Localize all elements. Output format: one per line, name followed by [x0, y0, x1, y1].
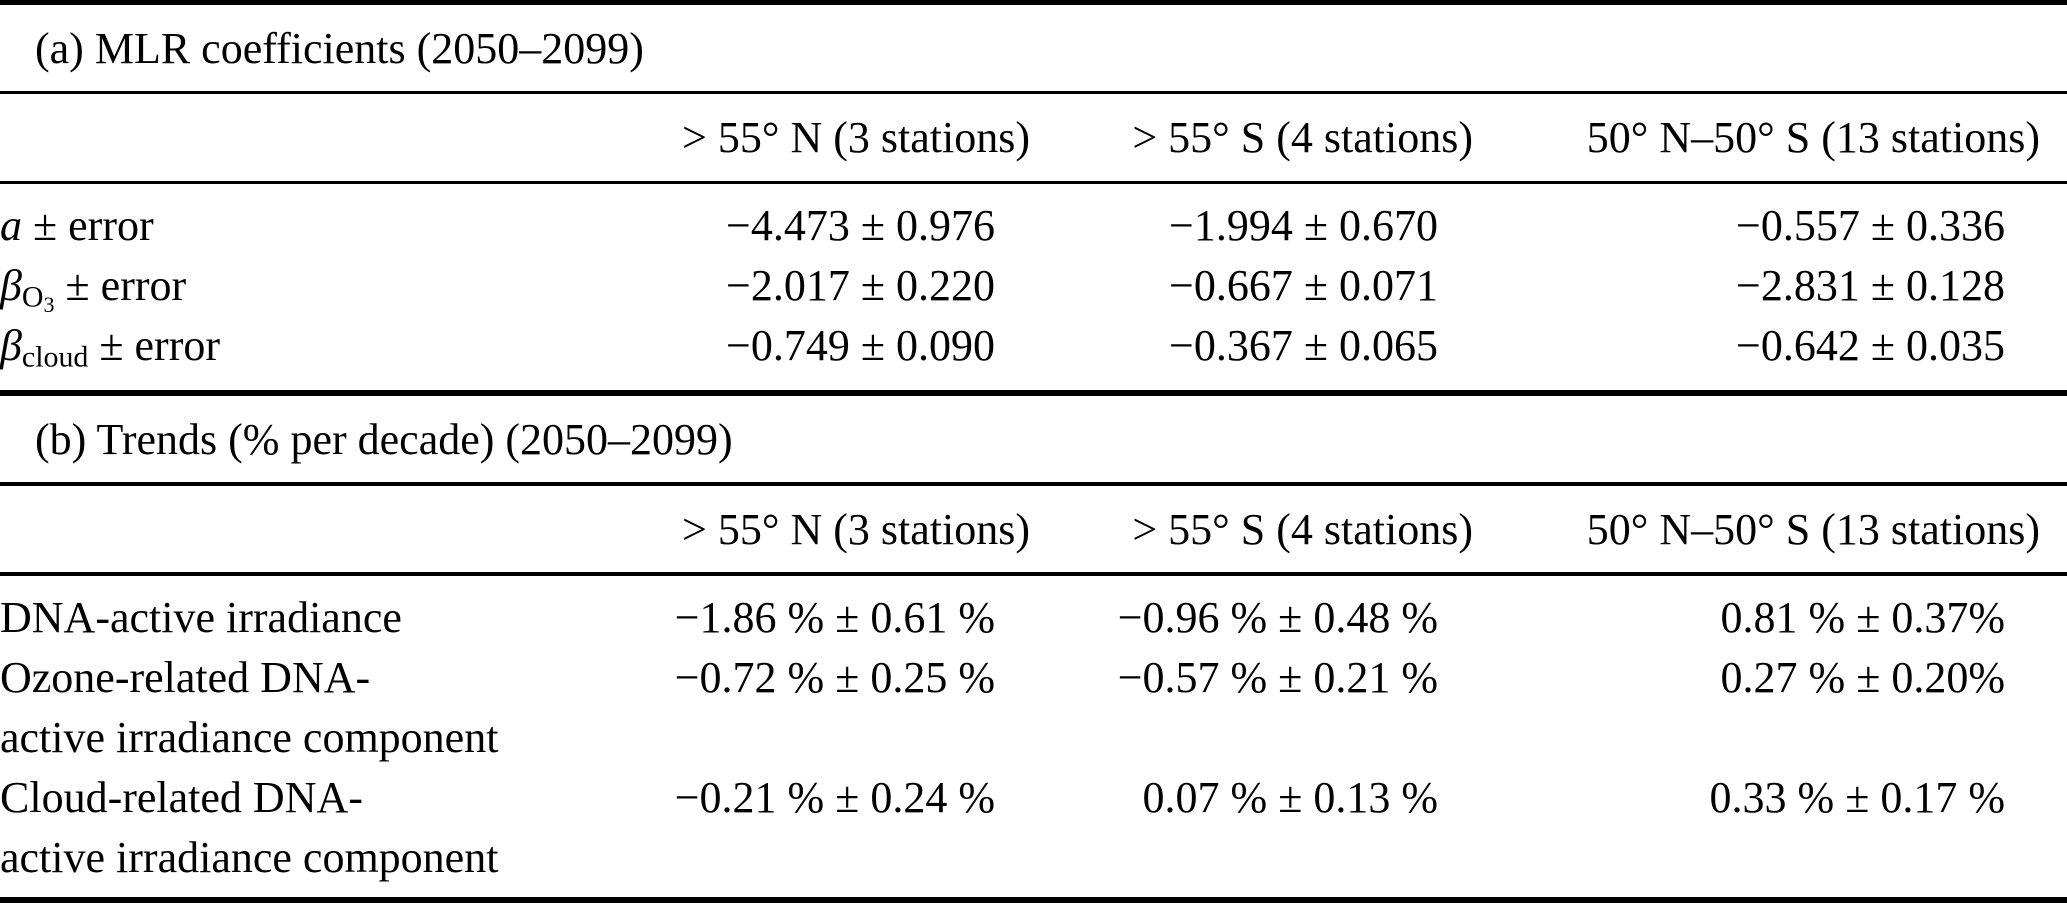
column-header-tropics: 50° N–50° S (13 stations)	[1586, 504, 2040, 554]
row-label-rest: ± error	[88, 321, 221, 370]
value-cell: −0.557 ± 0.336	[1736, 201, 2005, 250]
row-label: βcloud ± error	[0, 316, 560, 376]
table-row-b-cloud-component: Cloud-related DNA-active irradiance comp…	[0, 768, 2067, 888]
section-a-header-row: > 55° N (3 stations) > 55° S (4 stations…	[0, 94, 2067, 181]
row-label-line1: Ozone-related DNA-	[0, 653, 371, 702]
rule-between-sections	[0, 390, 2067, 396]
value-cell: 0.81 % ± 0.37%	[1720, 593, 2005, 642]
value-cell: −0.642 ± 0.035	[1736, 321, 2005, 370]
row-label: a ± error	[0, 196, 560, 256]
value-cell: −0.57 % ± 0.21 %	[1117, 653, 1438, 702]
column-header-tropics: 50° N–50° S (13 stations)	[1586, 113, 2040, 162]
section-b-body: DNA-active irradiance −1.86 % ± 0.61 % −…	[0, 576, 2067, 897]
row-label: Ozone-related DNA-active irradiance comp…	[0, 648, 560, 768]
section-b: (b) Trends (% per decade) (2050–2099) > …	[0, 396, 2067, 897]
value-cell: −1.994 ± 0.670	[1169, 201, 1438, 250]
section-a-title-row: (a) MLR coefficients (2050–2099)	[0, 5, 2067, 91]
row-label: βO3 ± error	[0, 256, 560, 316]
value-cell: −1.86 % ± 0.61 %	[674, 593, 995, 642]
column-header-north: > 55° N (3 stations)	[682, 113, 1030, 162]
section-b-title: (b) Trends (% per decade) (2050–2099)	[35, 414, 733, 464]
value-cell: 0.07 % ± 0.13 %	[1142, 773, 1438, 822]
value-cell: −2.831 ± 0.128	[1736, 261, 2005, 310]
rule-b-under-header	[0, 572, 2067, 576]
section-b-header-row: > 55° N (3 stations) > 55° S (4 stations…	[0, 486, 2067, 572]
value-cell: −4.473 ± 0.976	[726, 201, 995, 250]
section-a-title: (a) MLR coefficients (2050–2099)	[35, 23, 644, 73]
section-a: (a) MLR coefficients (2050–2099) > 55° N…	[0, 5, 2067, 390]
value-cell: −0.367 ± 0.065	[1169, 321, 1438, 370]
value-cell: 0.27 % ± 0.20%	[1720, 653, 2005, 702]
math-variable: a	[0, 201, 22, 250]
section-a-body: a ± error −4.473 ± 0.976 −1.994 ± 0.670 …	[0, 184, 2067, 390]
row-label: DNA-active irradiance	[0, 588, 560, 648]
table-row-b-ozone-component: Ozone-related DNA-active irradiance comp…	[0, 648, 2067, 768]
table-row-b-dna-irradiance: DNA-active irradiance −1.86 % ± 0.61 % −…	[0, 588, 2067, 648]
section-b-title-row: (b) Trends (% per decade) (2050–2099)	[0, 396, 2067, 482]
table-row-a-intercept: a ± error −4.473 ± 0.976 −1.994 ± 0.670 …	[0, 196, 2067, 256]
row-label-line1: Cloud-related DNA-	[0, 773, 363, 822]
rule-top	[0, 0, 2067, 5]
math-variable: β	[0, 261, 22, 310]
rule-bottom	[0, 897, 2067, 903]
value-cell: −0.667 ± 0.071	[1169, 261, 1438, 310]
row-label-line2: active irradiance component	[0, 713, 499, 762]
rule-b-under-title	[0, 482, 2067, 486]
row-label-line2: active irradiance component	[0, 833, 499, 882]
subscript: cloud	[21, 340, 89, 374]
subscript: O	[21, 280, 44, 314]
value-cell: −2.017 ± 0.220	[726, 261, 995, 310]
row-label-rest: ± error	[54, 261, 187, 310]
rule-a-under-title	[0, 91, 2067, 94]
column-header-south: > 55° S (4 stations)	[1132, 113, 1473, 162]
value-cell: −0.96 % ± 0.48 %	[1117, 593, 1438, 642]
math-variable: β	[0, 321, 22, 370]
sub-subscript: 3	[43, 292, 55, 318]
rule-a-under-header	[0, 181, 2067, 184]
table-row-a-beta-cloud: βcloud ± error −0.749 ± 0.090 −0.367 ± 0…	[0, 316, 2067, 376]
column-header-north: > 55° N (3 stations)	[682, 504, 1030, 554]
value-cell: 0.33 % ± 0.17 %	[1709, 773, 2005, 822]
value-cell: −0.749 ± 0.090	[726, 321, 995, 370]
value-cell: −0.21 % ± 0.24 %	[674, 773, 995, 822]
value-cell: −0.72 % ± 0.25 %	[674, 653, 995, 702]
column-header-south: > 55° S (4 stations)	[1132, 504, 1473, 554]
table-row-a-beta-ozone: βO3 ± error −2.017 ± 0.220 −0.667 ± 0.07…	[0, 256, 2067, 316]
row-label-rest: ± error	[22, 201, 154, 250]
row-label-line1: DNA-active irradiance	[0, 593, 402, 642]
row-label: Cloud-related DNA-active irradiance comp…	[0, 768, 560, 888]
